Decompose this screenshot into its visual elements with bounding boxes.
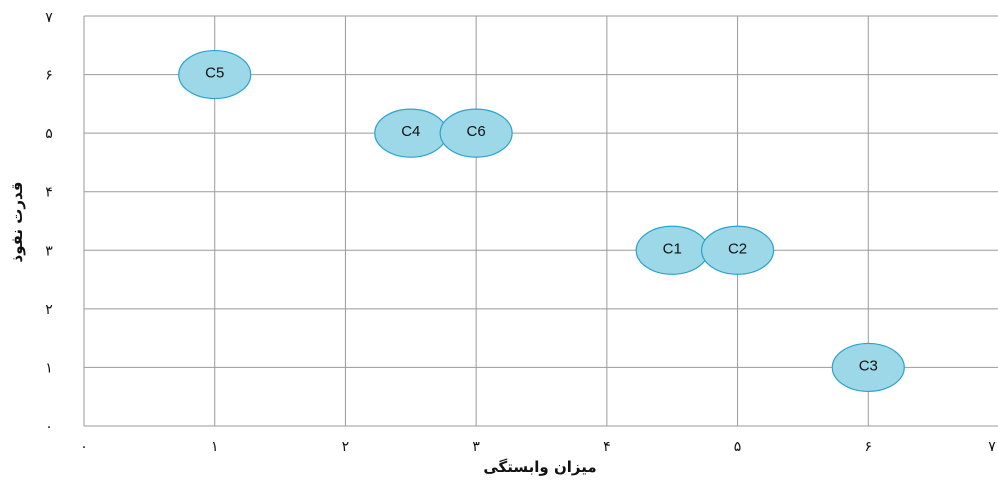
data-points: C5 C4 C6 C1 C2 C3 (178, 49, 905, 393)
y-tick-label: ۷ (45, 10, 53, 26)
data-point: C5 (178, 49, 252, 100)
point-marker (439, 108, 513, 158)
point-marker (831, 342, 905, 393)
data-point: C6 (439, 108, 513, 158)
y-tick-label: ۴ (45, 185, 53, 201)
point-marker (178, 49, 252, 100)
y-tick-label: ۶ (45, 68, 53, 84)
y-tick-label: ۳ (45, 243, 53, 259)
data-point: C1 (635, 225, 709, 275)
x-axis-title: میزان وابستگی (483, 458, 596, 476)
data-point: C2 (700, 225, 775, 275)
point-label: C4 (401, 123, 420, 140)
x-tick-label: ۷ (988, 439, 996, 455)
data-point: C4 (374, 108, 448, 158)
x-tick-label: ۲ (342, 439, 350, 455)
y-tick-label: ۵ (45, 126, 53, 142)
data-point: C3 (831, 342, 905, 393)
x-tick-label: ۶ (865, 439, 873, 455)
y-tick-label: ۱ (45, 360, 53, 376)
x-tick-label: ۳ (472, 439, 480, 455)
y-tick-label: ۰ (45, 419, 53, 435)
x-tick-label: ۰ (80, 439, 88, 455)
point-label: C1 (663, 240, 682, 257)
tick-labels: ۰ ۱ ۲ ۳ ۴ ۵ ۶ ۷ ۰ ۱ ۲ ۳ ۴ ۵ ۶ ۷ (45, 10, 996, 455)
point-label: C2 (728, 240, 747, 257)
x-tick-label: ۴ (603, 439, 611, 455)
point-marker (700, 225, 775, 275)
point-label: C5 (205, 65, 224, 82)
y-axis-title: قدرت نفوذ (8, 182, 26, 263)
x-tick-label: ۱ (211, 439, 219, 455)
point-label: C6 (467, 123, 486, 140)
y-tick-label: ۲ (45, 302, 53, 318)
x-tick-label: ۵ (734, 439, 742, 455)
point-label: C3 (859, 357, 878, 374)
